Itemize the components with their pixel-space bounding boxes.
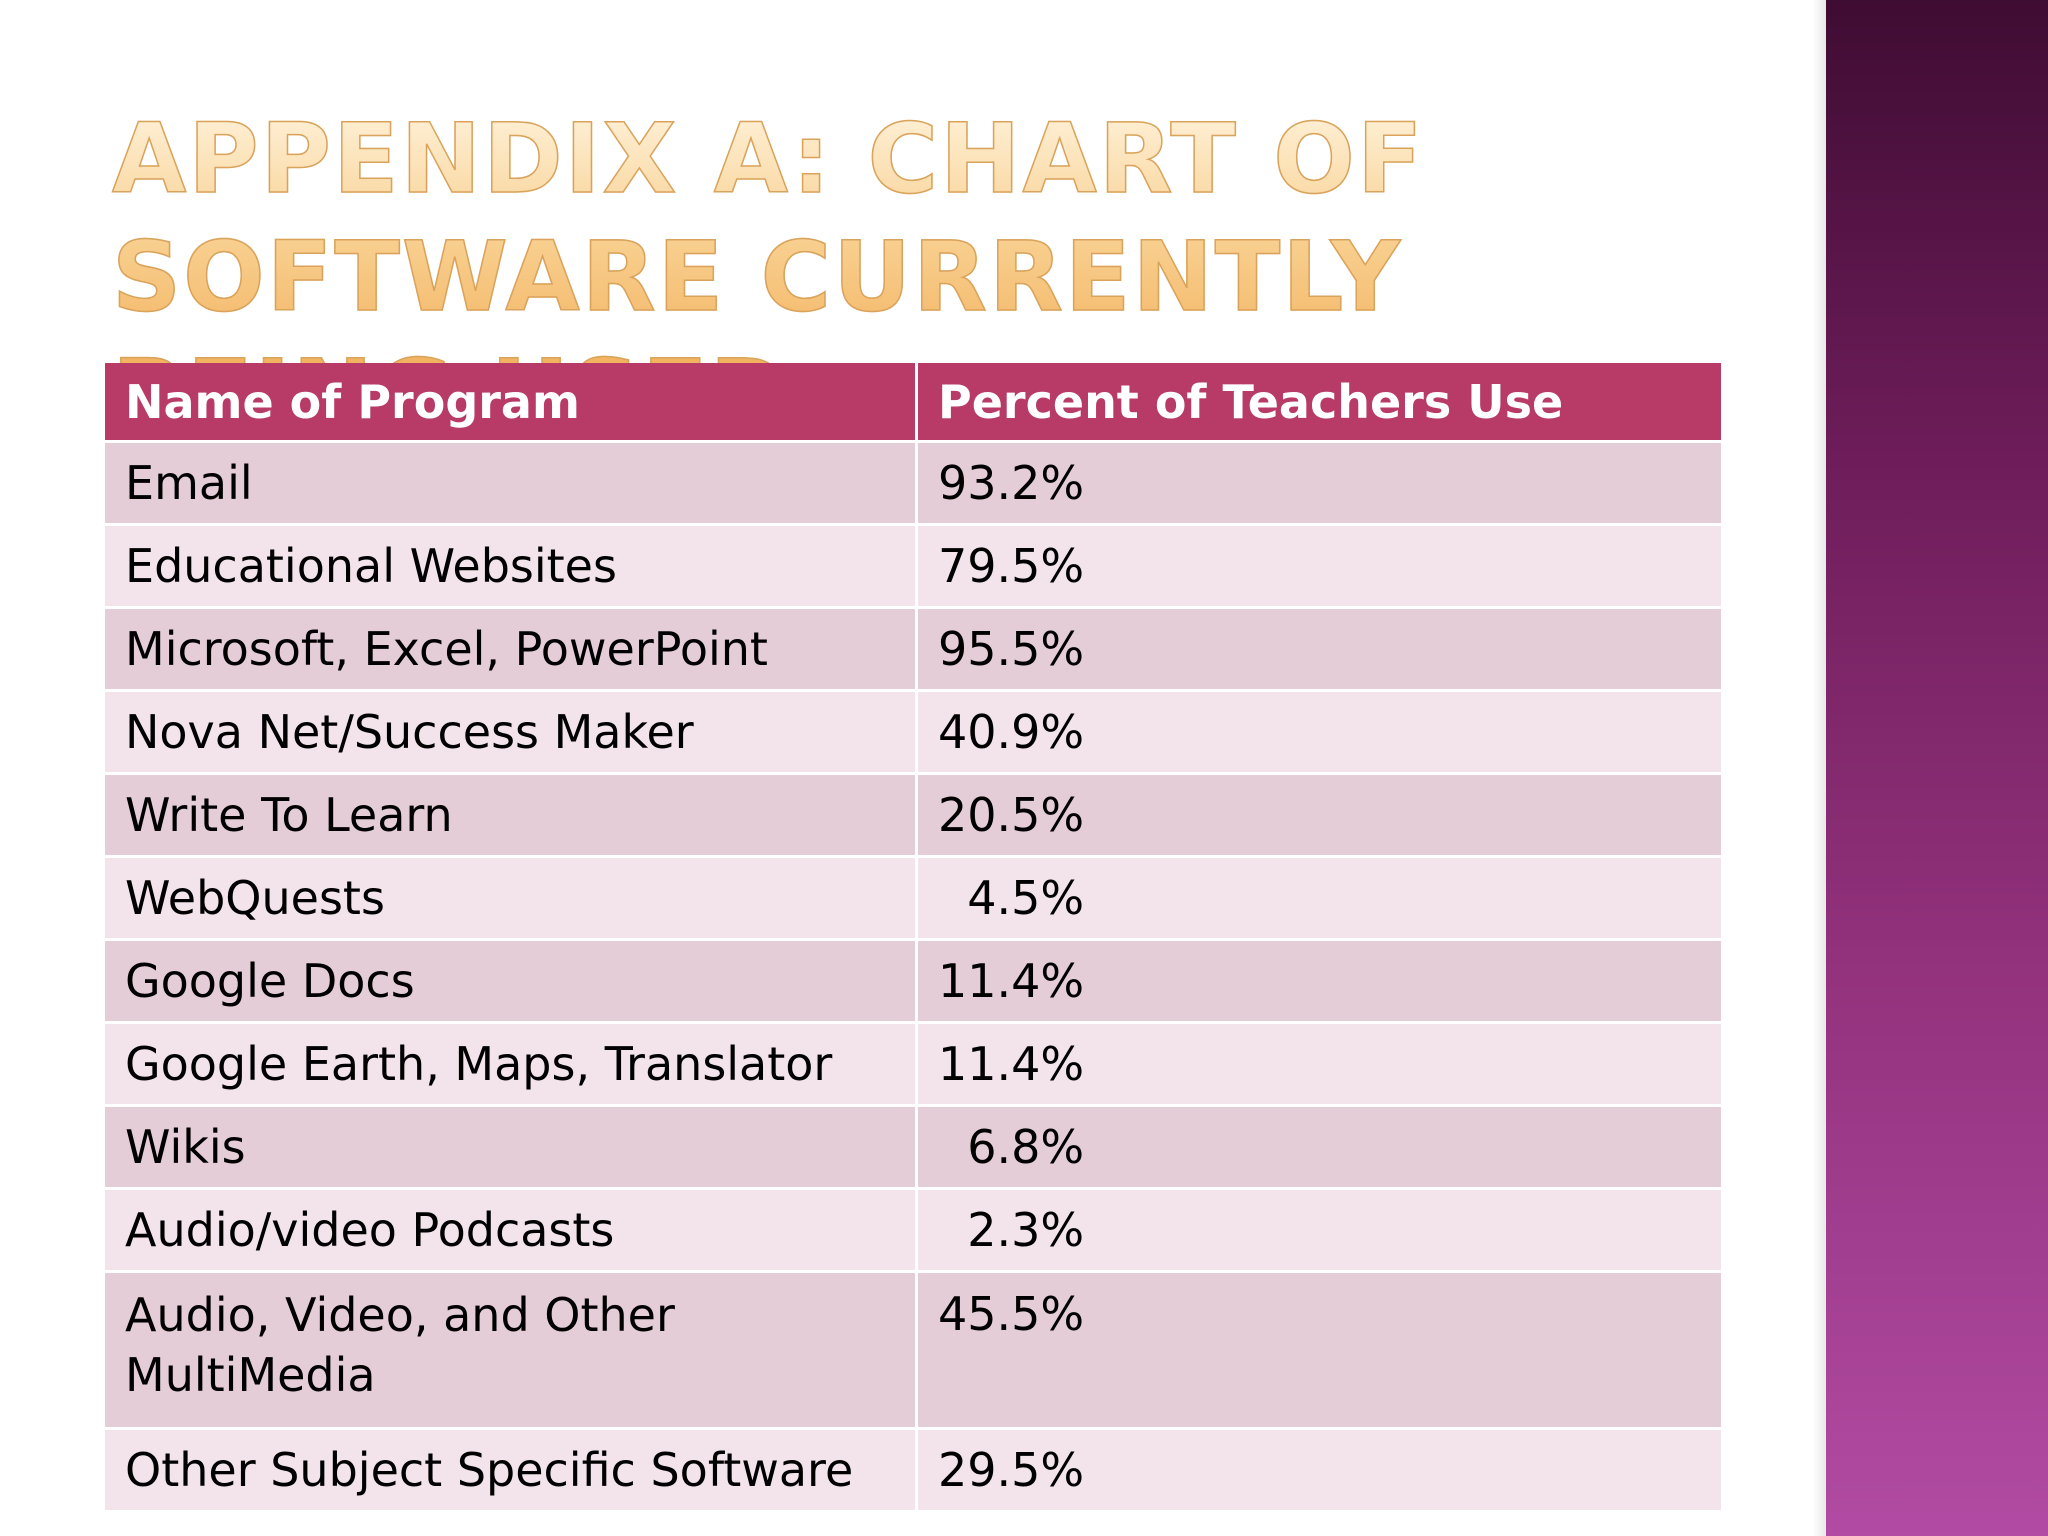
program-cell: Educational Websites xyxy=(105,526,915,606)
program-cell: Write To Learn xyxy=(105,775,915,855)
program-cell: Nova Net/Success Maker xyxy=(105,692,915,772)
table-row: Audio/video Podcasts 2.3% xyxy=(105,1190,1721,1270)
table-header-row: Name of Program Percent of Teachers Use xyxy=(105,363,1721,440)
program-cell: Audio, Video, and Other MultiMedia xyxy=(105,1273,915,1427)
program-cell: WebQuests xyxy=(105,858,915,938)
table-row: Email 93.2% xyxy=(105,443,1721,523)
percent-cell: 40.9% xyxy=(918,692,1721,772)
program-cell: Microsoft, Excel, PowerPoint xyxy=(105,609,915,689)
percent-cell: 45.5% xyxy=(918,1273,1721,1427)
program-cell: Email xyxy=(105,443,915,523)
decorative-side-band xyxy=(1826,0,2048,1536)
table-row: Audio, Video, and Other MultiMedia 45.5% xyxy=(105,1273,1721,1427)
side-band-shadow xyxy=(1812,0,1826,1536)
percent-cell: 11.4% xyxy=(918,1024,1721,1104)
header-percent-teachers: Percent of Teachers Use xyxy=(918,363,1721,440)
program-cell: Wikis xyxy=(105,1107,915,1187)
program-cell: Other Subject Specific Software xyxy=(105,1430,915,1510)
table-row: Nova Net/Success Maker 40.9% xyxy=(105,692,1721,772)
percent-cell: 4.5% xyxy=(918,858,1721,938)
header-program-name: Name of Program xyxy=(105,363,915,440)
percent-cell: 79.5% xyxy=(918,526,1721,606)
table-row: Microsoft, Excel, PowerPoint 95.5% xyxy=(105,609,1721,689)
program-cell: Audio/video Podcasts xyxy=(105,1190,915,1270)
table-row: Google Earth, Maps, Translator 11.4% xyxy=(105,1024,1721,1104)
percent-cell: 2.3% xyxy=(918,1190,1721,1270)
percent-cell: 29.5% xyxy=(918,1430,1721,1510)
program-cell: Google Docs xyxy=(105,941,915,1021)
percent-cell: 95.5% xyxy=(918,609,1721,689)
percent-cell: 6.8% xyxy=(918,1107,1721,1187)
percent-cell: 11.4% xyxy=(918,941,1721,1021)
table-row: Educational Websites 79.5% xyxy=(105,526,1721,606)
software-usage-table: Name of Program Percent of Teachers Use … xyxy=(102,360,1724,1513)
table-row: Wikis 6.8% xyxy=(105,1107,1721,1187)
table-row: WebQuests 4.5% xyxy=(105,858,1721,938)
table-row: Google Docs 11.4% xyxy=(105,941,1721,1021)
table-row: Write To Learn 20.5% xyxy=(105,775,1721,855)
percent-cell: 93.2% xyxy=(918,443,1721,523)
program-cell: Google Earth, Maps, Translator xyxy=(105,1024,915,1104)
percent-cell: 20.5% xyxy=(918,775,1721,855)
table-row: Other Subject Specific Software 29.5% xyxy=(105,1430,1721,1510)
